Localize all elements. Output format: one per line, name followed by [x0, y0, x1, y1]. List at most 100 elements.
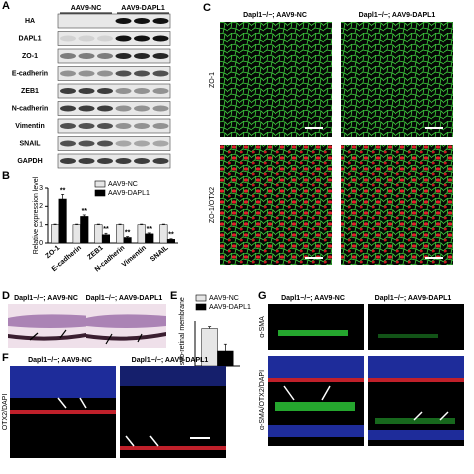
- blot-row-label: ZO-1: [22, 53, 38, 60]
- arrow: [413, 411, 423, 421]
- signal: [378, 334, 438, 338]
- blot-band: [97, 105, 113, 112]
- column-header: Dapl1−/−; AAV9-DAPL1: [132, 357, 209, 364]
- column-header: Dapl1−/−; AAV9-DAPL1: [86, 295, 163, 302]
- signal: [368, 378, 464, 382]
- arrow: [137, 333, 143, 343]
- column-header: Dapl1−/−; AAV9-DAPL1: [359, 12, 436, 19]
- significance: **: [147, 226, 153, 233]
- bar: [80, 216, 89, 244]
- blot-row-label: DAPL1: [19, 35, 42, 42]
- arrow: [283, 385, 295, 401]
- blot-band: [60, 88, 76, 94]
- blot-band: [134, 18, 150, 24]
- blot-band: [134, 158, 150, 164]
- y-axis-label: Relative expression level: [33, 176, 40, 254]
- bar: [123, 237, 132, 244]
- blot-band: [97, 53, 113, 59]
- signal: [120, 366, 226, 386]
- image-panel: [220, 145, 332, 265]
- arrow: [149, 435, 159, 447]
- column-header: Dapl1−/−; AAV9-NC: [281, 295, 345, 302]
- blot-band: [152, 70, 169, 77]
- blot-box: [57, 118, 171, 134]
- arrow: [439, 411, 449, 421]
- row-label: α-SMA/OTX2/DAPI: [259, 370, 266, 430]
- x-tick-label: ZEB1: [86, 245, 104, 262]
- significance: **: [60, 187, 66, 194]
- blot-band: [78, 140, 95, 147]
- legend-swatch: [94, 189, 106, 197]
- blot-band: [60, 123, 76, 129]
- bar: [116, 224, 125, 244]
- blot-band: [97, 158, 113, 164]
- bar: [58, 198, 67, 244]
- column-header: Dapl1−/−; AAV9-NC: [28, 357, 92, 364]
- blot-band: [115, 18, 132, 24]
- blot-band: [78, 123, 95, 129]
- column-header: Dapl1−/−; AAV9-NC: [14, 295, 78, 302]
- y-tick-label: 0: [39, 240, 43, 247]
- blot-band: [152, 140, 169, 147]
- image-panel: [341, 145, 453, 265]
- blot-band: [134, 88, 150, 94]
- signal: [375, 418, 455, 424]
- panel-label: E: [170, 290, 177, 302]
- blot-band: [152, 88, 169, 94]
- arrow: [79, 397, 87, 409]
- signal: [10, 410, 116, 414]
- tissue-layer: [8, 314, 92, 328]
- signal: [368, 356, 464, 378]
- blot-row-label: E-cadherin: [12, 70, 48, 77]
- bar: [166, 239, 176, 244]
- image-panel: [220, 22, 332, 137]
- blot-band: [134, 35, 150, 42]
- blot-band: [60, 18, 76, 24]
- blot-band: [97, 140, 113, 147]
- blot-band: [115, 105, 132, 112]
- bar: [137, 224, 146, 244]
- legend-label: AAV9-DAPL1: [108, 190, 150, 197]
- legend-label: AAV9-NC: [209, 295, 239, 302]
- blot-band: [60, 70, 76, 77]
- arrow: [57, 397, 67, 409]
- signal: [10, 366, 116, 398]
- blot-band: [97, 35, 113, 42]
- blot-band: [152, 123, 169, 129]
- significance: **: [103, 226, 109, 233]
- row-label: ZO-1: [209, 72, 216, 88]
- blot-box: [57, 13, 171, 29]
- bar: [159, 224, 168, 244]
- blot-box: [57, 66, 171, 81]
- y-tick-label: 1: [39, 222, 43, 229]
- bar: [51, 224, 60, 244]
- panel-label: F: [2, 352, 9, 364]
- blot-band: [115, 70, 132, 77]
- blot-row-label: N-cadherin: [12, 105, 49, 112]
- blot-row-label: Vimentin: [15, 123, 44, 130]
- blot-band: [97, 88, 113, 94]
- panel-label: B: [2, 170, 10, 182]
- bar: [101, 234, 110, 244]
- blot-band: [97, 123, 113, 129]
- blot-band: [115, 53, 132, 59]
- blot-band: [115, 158, 132, 164]
- blot-row-label: ZEB1: [21, 88, 39, 95]
- row-label: OTX2/DAPI: [2, 394, 9, 431]
- blot-box: [57, 153, 171, 169]
- row-label: ZO-1/OTX2: [209, 187, 216, 223]
- x-tick-label: ZO-1: [45, 245, 62, 261]
- blot-row-label: HA: [25, 18, 35, 25]
- legend-swatch: [195, 294, 207, 302]
- blot-band: [134, 140, 150, 147]
- bar: [72, 224, 81, 244]
- blot-band: [152, 18, 169, 24]
- signal: [275, 402, 355, 411]
- image-panel: [341, 22, 453, 137]
- x-tick-label: SNAIL: [149, 244, 170, 263]
- column-header: Dapl1−/−; AAV9-DAPL1: [375, 295, 452, 302]
- blot-header: AAV9-DAPL1: [121, 5, 165, 12]
- bar: [217, 350, 234, 367]
